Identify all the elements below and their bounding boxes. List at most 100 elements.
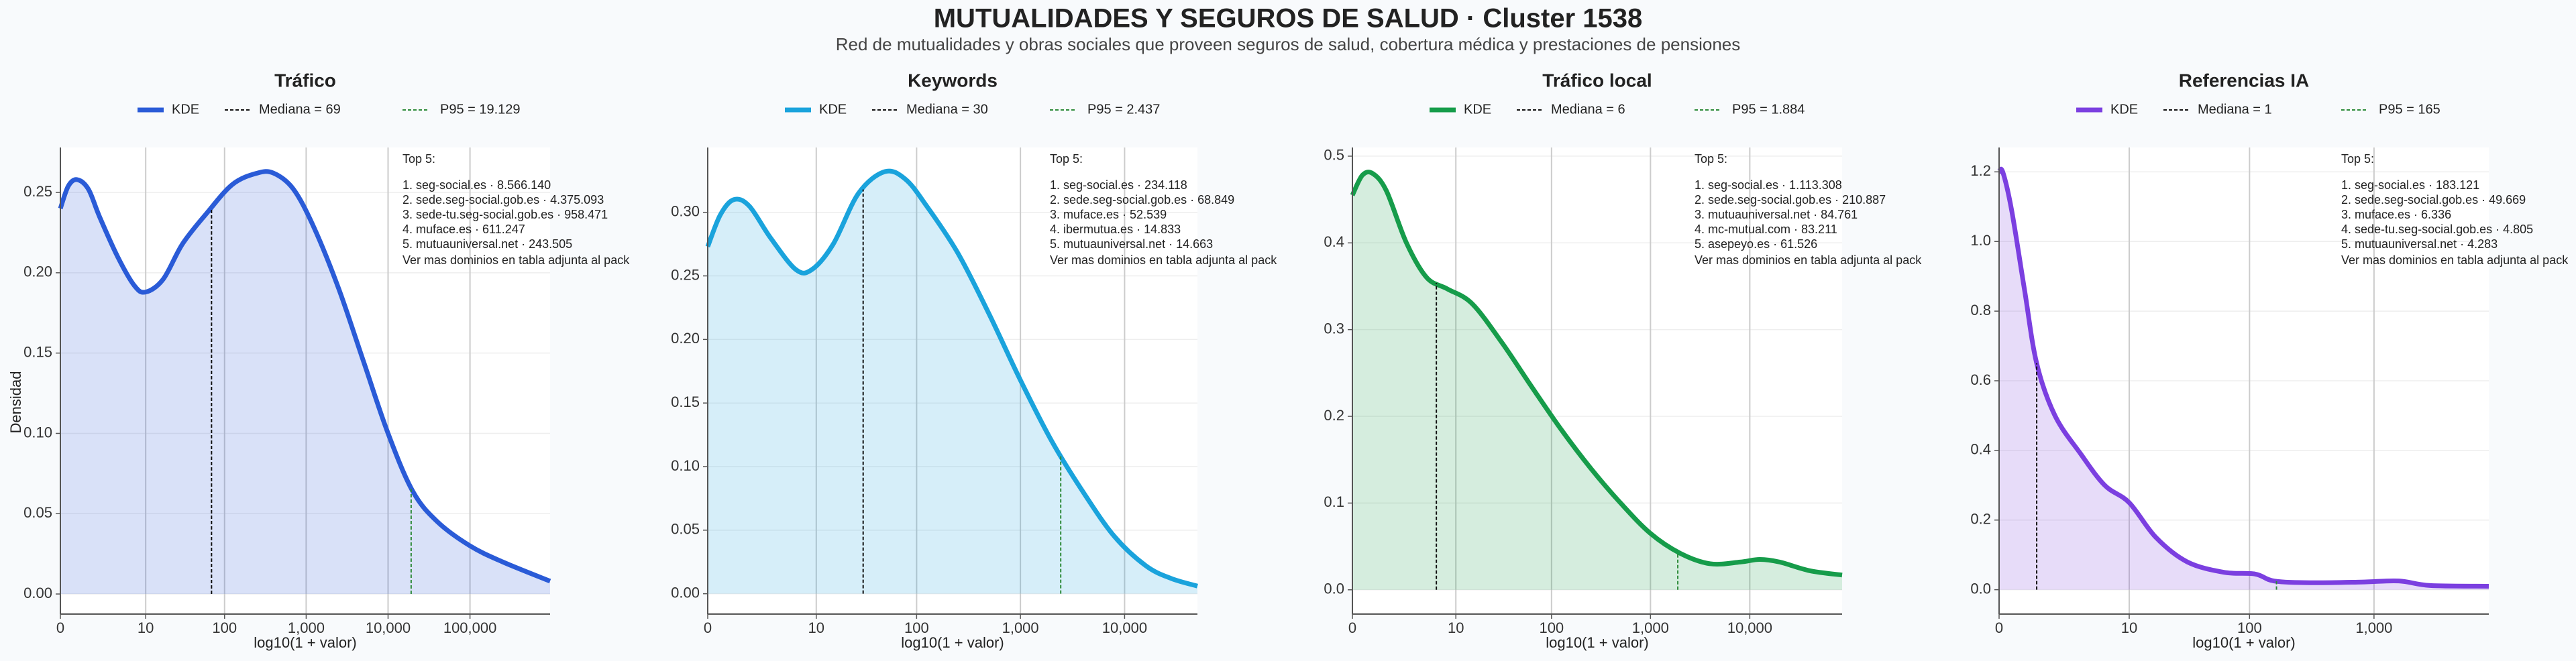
y-tick-label: 0.20 <box>23 263 52 280</box>
y-tick-label: 0.6 <box>1970 371 1991 388</box>
x-tick-label: 100 <box>904 619 929 636</box>
y-tick-label: 0.05 <box>671 521 700 538</box>
y-tick-label: 0.00 <box>671 584 700 601</box>
y-tick-label: 0.0 <box>1970 580 1991 597</box>
annotation-item: 1. seg-social.es · 183.121 <box>2341 178 2479 192</box>
y-tick-label: 0.1 <box>1324 493 1344 510</box>
x-tick-label: 1,000 <box>2355 619 2392 636</box>
x-axis-label: log10(1 + valor) <box>1546 634 1648 651</box>
y-tick-label: 0.15 <box>23 343 52 360</box>
y-tick-label: 1.0 <box>1970 232 1991 249</box>
annotation-item: 2. sede.seg-social.gob.es · 68.849 <box>1050 193 1234 206</box>
plot-area <box>60 147 550 614</box>
annotation-note: Ver mas dominios en tabla adjunta al pac… <box>1695 253 1922 267</box>
panel-title: Referencias IA <box>2179 70 2310 91</box>
panel: Keywords 0.00 0.05 0.10 0.15 0.20 0.25 0.30 0 10 1… <box>671 70 1277 650</box>
legend-label: Mediana = 1 <box>2198 102 2272 117</box>
y-tick-label: 0.5 <box>1324 147 1344 164</box>
x-tick-label: 0 <box>1995 619 2003 636</box>
x-axis-label: log10(1 + valor) <box>254 634 356 651</box>
annotation-title: Top 5: <box>402 152 435 166</box>
annotation-item: 2. sede.seg-social.gob.es · 49.669 <box>2341 193 2526 206</box>
kde-area <box>1352 172 1842 590</box>
annotation-item: 3. muface.es · 52.539 <box>1050 208 1167 221</box>
kde-area <box>1999 169 2489 590</box>
x-tick-label: 100 <box>2237 619 2262 636</box>
legend-label: Mediana = 6 <box>1551 102 1625 117</box>
y-tick-label: 0.30 <box>671 203 700 220</box>
annotation-title: Top 5: <box>2341 152 2374 166</box>
legend-label: P95 = 19.129 <box>440 102 521 117</box>
annotation-item: 3. muface.es · 6.336 <box>2341 208 2451 221</box>
panel-title: Keywords <box>908 70 998 91</box>
legend-label: KDE <box>2110 102 2138 117</box>
x-tick-label: 10 <box>138 619 154 636</box>
x-axis-label: log10(1 + valor) <box>2192 634 2295 651</box>
y-tick-label: 0.25 <box>671 266 700 283</box>
y-tick-label: 0.4 <box>1970 441 1991 458</box>
annotation-title: Top 5: <box>1050 152 1083 166</box>
x-tick-label: 1,000 <box>288 619 325 636</box>
x-tick-label: 10,000 <box>1727 619 1772 636</box>
x-tick-label: 10 <box>2121 619 2137 636</box>
x-tick-label: 1,000 <box>1632 619 1669 636</box>
panel: Referencias IA 0.0 0.2 0.4 0.6 0.8 1.0 1.2 0 10 10… <box>1970 70 2569 650</box>
legend-label: KDE <box>1464 102 1491 117</box>
x-tick-label: 10 <box>808 619 824 636</box>
y-tick-label: 0.3 <box>1324 320 1344 337</box>
annotation-item: 5. mutuauniversal.net · 4.283 <box>2341 237 2498 251</box>
annotation-note: Ver mas dominios en tabla adjunta al pac… <box>402 253 630 267</box>
plot-area <box>1352 147 1842 614</box>
y-tick-label: 0.2 <box>1970 511 1991 528</box>
x-tick-label: 100 <box>212 619 237 636</box>
panel-title: Tráfico local <box>1542 70 1652 91</box>
annotation-item: 2. sede.seg-social.gob.es · 4.375.093 <box>402 193 604 206</box>
y-tick-label: 0.05 <box>23 504 52 521</box>
panel: Tráfico local 0.0 0.1 0.2 0.3 0.4 0.5 0 10 100 1,0… <box>1324 70 1922 650</box>
panel: Tráfico 0.00 0.05 0.10 0.15 0.20 0.25 0 10 100 1,0… <box>7 70 630 650</box>
y-tick-label: 0.10 <box>23 424 52 440</box>
y-tick-label: 0.4 <box>1324 233 1344 250</box>
legend-label: KDE <box>172 102 199 117</box>
y-tick-label: 0.0 <box>1324 581 1344 597</box>
y-tick-label: 0.20 <box>671 330 700 347</box>
legend-label: Mediana = 30 <box>906 102 988 117</box>
x-tick-label: 10,000 <box>366 619 411 636</box>
y-tick-label: 0.15 <box>671 394 700 410</box>
kde-area <box>60 171 550 595</box>
annotation-item: 4. sede-tu.seg-social.gob.es · 4.805 <box>2341 223 2533 236</box>
y-tick-label: 0.25 <box>23 183 52 200</box>
annotation-item: 1. seg-social.es · 1.113.308 <box>1695 178 1842 192</box>
annotation-title: Top 5: <box>1695 152 1727 166</box>
y-tick-label: 0.00 <box>23 585 52 601</box>
annotation-item: 5. asepeyo.es · 61.526 <box>1695 237 1817 251</box>
annotation-item: 4. muface.es · 611.247 <box>402 223 525 236</box>
annotation-note: Ver mas dominios en tabla adjunta al pac… <box>1050 253 1277 267</box>
y-tick-label: 0.2 <box>1324 407 1344 424</box>
figure-title: MUTUALIDADES Y SEGUROS DE SALUD · Cluste… <box>934 4 1643 34</box>
x-tick-label: 10 <box>1448 619 1464 636</box>
annotation-item: 5. mutuauniversal.net · 14.663 <box>1050 237 1213 251</box>
legend-label: KDE <box>819 102 847 117</box>
kde-line <box>58 169 551 584</box>
kde-line <box>1996 166 2489 589</box>
kde-line <box>705 168 1198 589</box>
x-axis-label: log10(1 + valor) <box>901 634 1004 651</box>
annotation-item: 3. sede-tu.seg-social.gob.es · 958.471 <box>402 208 608 221</box>
figure-subtitle: Red de mutualidades y obras sociales que… <box>836 34 1740 54</box>
kde-line <box>1350 170 1843 578</box>
x-tick-label: 100,000 <box>443 619 497 636</box>
annotation-item: 4. ibermutua.es · 14.833 <box>1050 223 1181 236</box>
legend-label: P95 = 2.437 <box>1087 102 1160 117</box>
legend-label: P95 = 165 <box>2379 102 2440 117</box>
x-tick-label: 1,000 <box>1002 619 1039 636</box>
annotation-item: 2. sede.seg-social.gob.es · 210.887 <box>1695 193 1886 206</box>
x-tick-label: 0 <box>704 619 712 636</box>
annotation-note: Ver mas dominios en tabla adjunta al pac… <box>2341 253 2569 267</box>
y-tick-label: 0.8 <box>1970 302 1991 318</box>
y-tick-label: 0.10 <box>671 457 700 474</box>
annotation-item: 4. mc-mutual.com · 83.211 <box>1695 223 1837 236</box>
panel-title: Tráfico <box>274 70 336 91</box>
x-tick-label: 0 <box>1348 619 1356 636</box>
